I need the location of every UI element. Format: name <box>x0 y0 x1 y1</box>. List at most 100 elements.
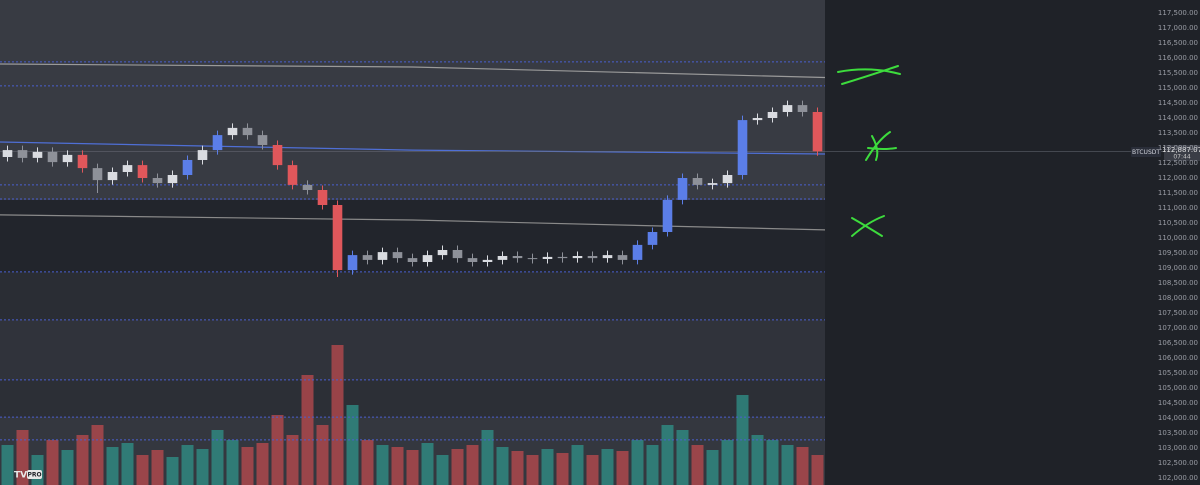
candle-body <box>392 252 403 259</box>
candle-body <box>2 150 13 157</box>
plot-area <box>0 61 1164 485</box>
candle-body <box>542 256 553 260</box>
y-tick-label: 116,500.00 <box>1158 39 1198 47</box>
band <box>0 0 825 200</box>
volume-bar <box>301 375 314 485</box>
candle-body <box>242 127 253 136</box>
volume-bar <box>481 430 494 485</box>
candle-body <box>17 150 28 158</box>
price-box <box>1164 145 1200 161</box>
moving-average <box>0 63 826 79</box>
candle-body <box>767 111 778 118</box>
volume-bar <box>646 445 659 485</box>
candle-body <box>47 151 58 163</box>
volume-bar <box>496 447 509 485</box>
candle-body <box>332 204 343 271</box>
candle-body <box>107 171 118 181</box>
volume-bar <box>211 430 224 485</box>
volume-bar <box>706 450 719 485</box>
volume-bar <box>316 425 329 485</box>
last-price-label: 112,887.07 <box>1162 146 1200 154</box>
candle-body <box>152 177 163 184</box>
y-tick-label: 113,000.00 <box>1158 144 1198 152</box>
y-tick-label: 114,500.00 <box>1158 99 1198 107</box>
volume-bar <box>556 453 569 485</box>
volume-bar <box>151 450 164 485</box>
volume-bar <box>46 440 59 485</box>
volume-bar <box>466 445 479 485</box>
volume-bar <box>181 445 194 485</box>
y-tick-label: 102,500.00 <box>1158 459 1198 467</box>
band <box>0 272 825 320</box>
volume-bar <box>781 445 794 485</box>
volume-bar <box>421 443 434 485</box>
candle-body <box>527 258 538 260</box>
candle-body <box>272 144 283 166</box>
volume-bar <box>661 425 674 485</box>
candle-body <box>602 255 613 259</box>
y-tick-label: 105,000.00 <box>1158 384 1198 392</box>
candle-body <box>797 105 808 112</box>
volume-bar <box>601 449 614 485</box>
volume-bar <box>631 440 644 485</box>
candle-body <box>692 177 703 185</box>
volume-bar <box>361 440 374 485</box>
volume-bar <box>1 445 14 485</box>
volume-bar <box>676 430 689 485</box>
candle-body <box>197 150 208 160</box>
candle-body <box>407 258 418 263</box>
y-tick-label: 112,500.00 <box>1158 159 1198 167</box>
volume-bar <box>331 345 344 485</box>
candle-body <box>512 256 523 259</box>
moving-average <box>0 214 826 231</box>
y-tick-label: 110,500.00 <box>1158 219 1198 227</box>
candle-body <box>287 165 298 185</box>
candle-body <box>632 244 643 260</box>
y-tick-label: 103,500.00 <box>1158 429 1198 437</box>
countdown: 07:44 <box>1173 154 1190 161</box>
candle-body <box>347 255 358 271</box>
candle-body <box>167 174 178 184</box>
candle-body <box>722 174 733 184</box>
volume-bar <box>271 415 284 485</box>
volume-bar <box>166 457 179 485</box>
candle-body <box>782 105 793 112</box>
candle-body <box>707 183 718 185</box>
y-tick-label: 104,500.00 <box>1158 399 1198 407</box>
candle-body <box>647 231 658 245</box>
candle-body <box>437 250 448 256</box>
volume-bar <box>91 425 104 485</box>
y-tick-label: 108,500.00 <box>1158 279 1198 287</box>
volume-bar <box>616 451 629 485</box>
volume-bar <box>796 447 809 485</box>
candle-body <box>302 184 313 190</box>
candle-body <box>137 165 148 178</box>
candle-body <box>662 199 673 232</box>
candle-body <box>317 189 328 205</box>
y-tick-label: 103,000.00 <box>1158 444 1198 452</box>
y-tick-label: 115,500.00 <box>1158 69 1198 77</box>
candle-body <box>92 168 103 181</box>
volume-bar <box>16 430 29 485</box>
candle-body <box>737 120 748 175</box>
candle-body <box>122 165 133 172</box>
volume-bar <box>76 435 89 485</box>
candle-body <box>752 117 763 121</box>
volume-bar <box>451 449 464 485</box>
volume-bar <box>61 450 74 485</box>
volume-bar <box>196 449 209 485</box>
y-tick-label: 102,000.00 <box>1158 474 1198 482</box>
candle-body <box>182 159 193 175</box>
hand-drawn-cross <box>851 215 885 237</box>
volume-bar <box>106 447 119 485</box>
volume-bar <box>766 440 779 485</box>
y-tick-label: 105,500.00 <box>1158 369 1198 377</box>
candle-body <box>572 256 583 259</box>
volume-bar <box>136 455 149 485</box>
moving-average <box>0 141 826 155</box>
volume-bar <box>541 449 554 485</box>
candle-body <box>227 127 238 136</box>
candle-body <box>677 177 688 200</box>
